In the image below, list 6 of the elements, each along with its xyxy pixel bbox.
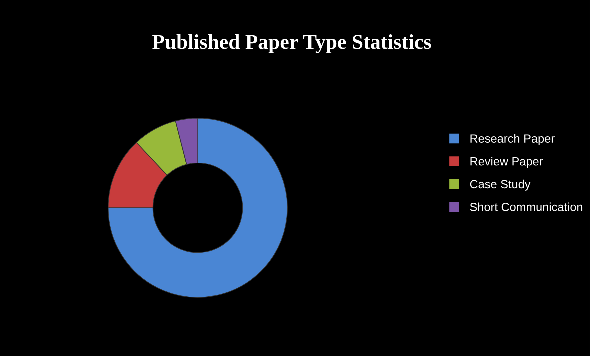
legend-label: Short Communication (470, 202, 583, 212)
legend-label: Review Paper (470, 157, 544, 168)
chart-title: Published Paper Type Statistics (152, 34, 432, 54)
donut-slice (108, 118, 288, 298)
legend-label: Case Study (470, 180, 531, 191)
legend-label: Research Paper (470, 134, 555, 146)
